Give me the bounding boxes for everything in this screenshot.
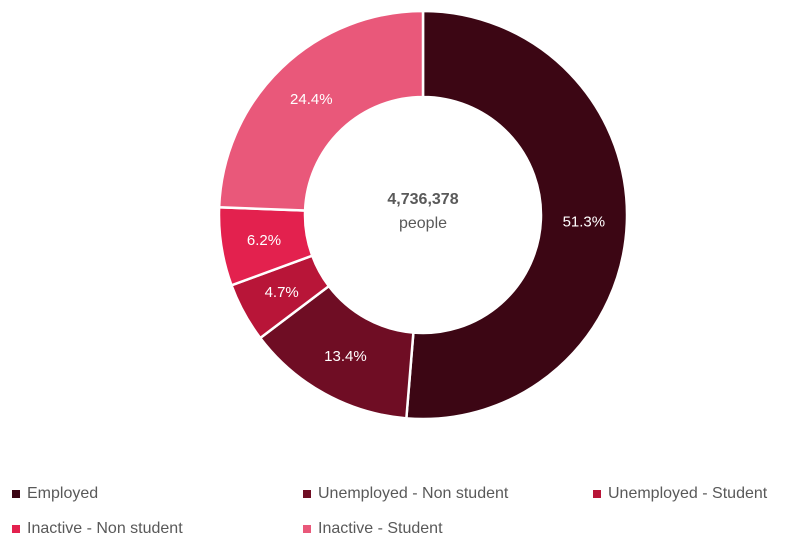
center-unit: people <box>399 215 447 232</box>
legend-label: Unemployed - Non student <box>318 485 509 502</box>
slice-employed <box>405 9 629 421</box>
legend-label: Inactive - Non student <box>27 520 183 537</box>
donut-chart: 51.3% 13.4% 4.7% 6.2% 24.4% 4,736,378 people <box>217 9 629 421</box>
slice-label-employed: 51.3% <box>563 214 606 231</box>
legend-swatch <box>303 490 311 498</box>
slice-label-inactive-student: 24.4% <box>290 91 333 108</box>
legend-swatch <box>593 490 601 498</box>
legend-item-unemployed-student: Unemployed - Student <box>593 485 767 503</box>
legend-swatch <box>12 525 20 533</box>
slice-label-unemployed-student: 4.7% <box>265 284 299 301</box>
slice-label-unemployed-non-student: 13.4% <box>324 348 367 365</box>
legend-swatch <box>303 525 311 533</box>
legend-item-unemployed-non-student: Unemployed - Non student <box>303 485 508 503</box>
legend-swatch <box>12 490 20 498</box>
slice-labels: 51.3% 13.4% 4.7% 6.2% 24.4% <box>247 91 605 365</box>
legend-label: Inactive - Student <box>318 520 443 537</box>
donut-slices <box>217 9 629 421</box>
legend-item-inactive-student: Inactive - Student <box>303 520 443 538</box>
legend-label: Unemployed - Student <box>608 485 768 502</box>
legend-label: Employed <box>27 485 99 502</box>
slice-inactive-student <box>217 9 425 212</box>
legend-item-employed: Employed <box>12 485 98 503</box>
slice-label-inactive-non-student: 6.2% <box>247 232 281 249</box>
legend-item-inactive-non-student: Inactive - Non student <box>12 520 183 538</box>
center-total: 4,736,378 <box>387 191 458 208</box>
